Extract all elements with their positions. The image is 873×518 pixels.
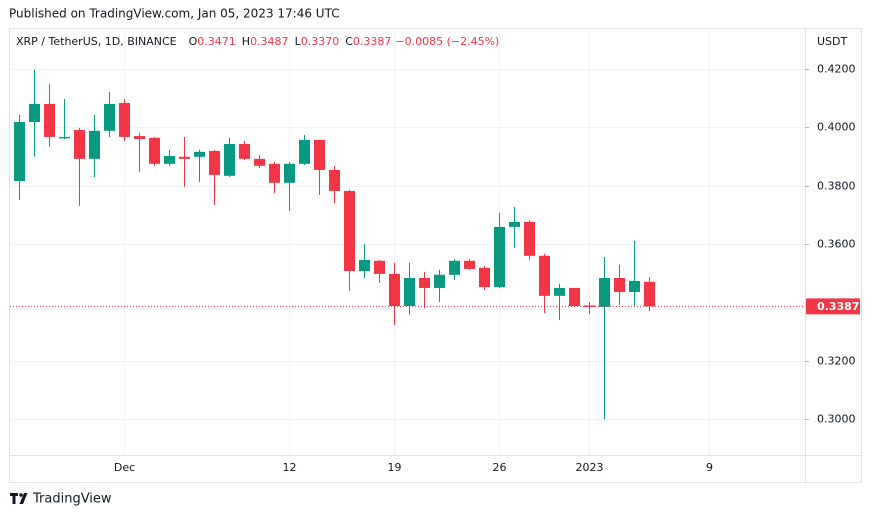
candle-body xyxy=(344,190,355,271)
published-note: Published on TradingView.com, Jan 05, 20… xyxy=(9,7,340,21)
candle-body xyxy=(224,143,235,176)
candle-body xyxy=(614,278,625,293)
candle-body xyxy=(554,287,565,296)
symbol-title: XRP / TetherUS, 1D, BINANCE xyxy=(16,35,177,48)
x-tick-label: 2023 xyxy=(576,461,604,474)
candle-body xyxy=(389,273,400,307)
candle-body xyxy=(284,163,295,183)
x-tick-label: Dec xyxy=(114,461,135,474)
candle-body xyxy=(134,136,145,139)
candle-body xyxy=(314,139,325,170)
ohlc-key: C xyxy=(345,35,353,48)
ohlc-key: L xyxy=(295,35,302,48)
brand-logo xyxy=(10,493,28,504)
candle-body xyxy=(74,129,85,159)
candle-body xyxy=(524,221,535,256)
candle-body xyxy=(14,122,25,182)
candle-body xyxy=(569,287,580,307)
candle-body xyxy=(479,267,490,288)
candle-body xyxy=(464,260,475,269)
candle-body xyxy=(194,151,205,157)
ohlc-key: O xyxy=(189,35,198,48)
x-tick-label: 26 xyxy=(493,461,507,474)
y-tick-label: 0.3600 xyxy=(817,238,856,251)
price-change: −0.0085 (−2.45%) xyxy=(395,35,499,48)
y-tick-label: 0.3000 xyxy=(817,413,856,426)
candle-body xyxy=(59,136,70,139)
candle-body xyxy=(29,103,40,123)
candle-body xyxy=(44,103,55,137)
candle-body xyxy=(404,278,415,307)
last-price-box xyxy=(806,298,860,315)
candle-body xyxy=(104,103,115,131)
y-tick-label: 0.4000 xyxy=(817,121,856,134)
candle-body xyxy=(254,158,265,166)
candle-body xyxy=(449,260,460,275)
legend-header: XRP / TetherUS, 1D, BINANCE O0.3471 H0.348… xyxy=(16,35,499,48)
last-price-label: 0.3387 xyxy=(817,300,859,313)
frame xyxy=(9,28,862,483)
ohlc-value: 0.3387 xyxy=(353,35,392,48)
x-tick-label: 19 xyxy=(388,461,402,474)
x-tick-label: 9 xyxy=(706,461,713,474)
y-tick-label: 0.4200 xyxy=(817,63,856,76)
candle-body xyxy=(89,130,100,159)
candle-body xyxy=(359,259,370,271)
candle-body xyxy=(179,156,190,159)
ohlc-key: H xyxy=(242,35,250,48)
brand-name: TradingView xyxy=(32,492,112,507)
candle-body xyxy=(419,278,430,288)
y-tick-label: 0.3800 xyxy=(817,180,856,193)
ohlc-value: 0.3370 xyxy=(301,35,340,48)
unit-label: USDT xyxy=(817,35,848,48)
ohlc-value: 0.3487 xyxy=(250,35,289,48)
grid xyxy=(10,28,805,455)
candle-body xyxy=(629,280,640,293)
candle-body xyxy=(269,163,280,183)
candle-body xyxy=(539,255,550,296)
candle-body xyxy=(239,143,250,159)
candle-body xyxy=(509,221,520,227)
candle-body xyxy=(164,155,175,164)
ohlc-value: 0.3471 xyxy=(197,35,236,48)
candle-body xyxy=(0,183,10,192)
candle-body xyxy=(494,226,505,288)
y-tick-label: 0.3200 xyxy=(817,355,856,368)
candle-body xyxy=(209,150,220,175)
candle-body xyxy=(149,137,160,164)
x-tick-label: 12 xyxy=(283,461,297,474)
candle-body xyxy=(374,260,385,274)
candles xyxy=(0,69,655,420)
candle-body xyxy=(299,139,310,164)
candle-body xyxy=(434,274,445,288)
candle-body xyxy=(599,278,610,307)
candle-body xyxy=(329,169,340,191)
candle-body xyxy=(644,281,655,307)
candle-body xyxy=(119,103,130,137)
